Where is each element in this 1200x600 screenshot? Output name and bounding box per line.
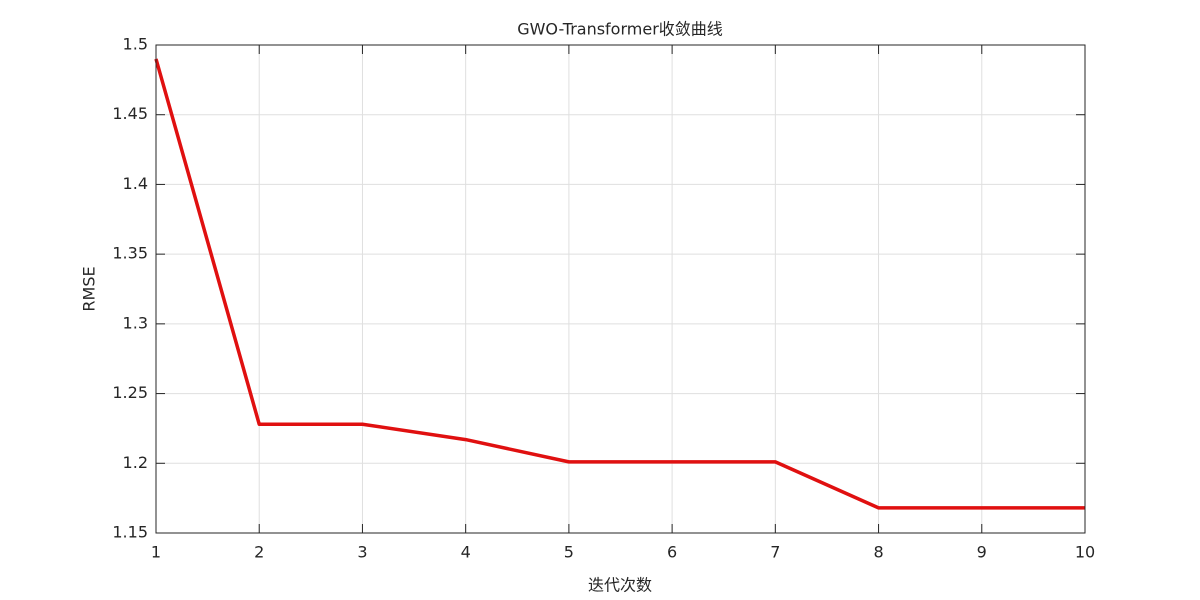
x-tick-label: 2 <box>254 543 264 562</box>
y-tick-label: 1.4 <box>123 174 148 193</box>
y-tick-label: 1.25 <box>112 383 148 402</box>
data-line <box>154 58 1085 510</box>
y-tick-label: 1.35 <box>112 244 148 263</box>
x-axis-label: 迭代次数 <box>588 576 652 595</box>
x-tick-label: 4 <box>461 543 471 562</box>
x-tick-label: 1 <box>151 543 161 562</box>
x-tick-label: 5 <box>564 543 574 562</box>
x-tick-label: 9 <box>977 543 987 562</box>
data-layer <box>154 58 1085 510</box>
chart-title: GWO-Transformer收敛曲线 <box>517 20 723 39</box>
axes-box <box>155 44 1086 534</box>
x-tick-label: 6 <box>667 543 677 562</box>
y-tick-label: 1.45 <box>112 104 148 123</box>
x-tick-label: 10 <box>1075 543 1095 562</box>
x-tick-label: 3 <box>357 543 367 562</box>
y-tick-label: 1.2 <box>123 453 148 472</box>
y-tick-label: 1.5 <box>123 35 148 54</box>
y-tick-label: 1.3 <box>123 313 148 332</box>
y-tick-label: 1.15 <box>112 523 148 542</box>
x-tick-label: 8 <box>873 543 883 562</box>
x-tick-label: 7 <box>770 543 780 562</box>
y-axis-label: RMSE <box>80 266 99 311</box>
